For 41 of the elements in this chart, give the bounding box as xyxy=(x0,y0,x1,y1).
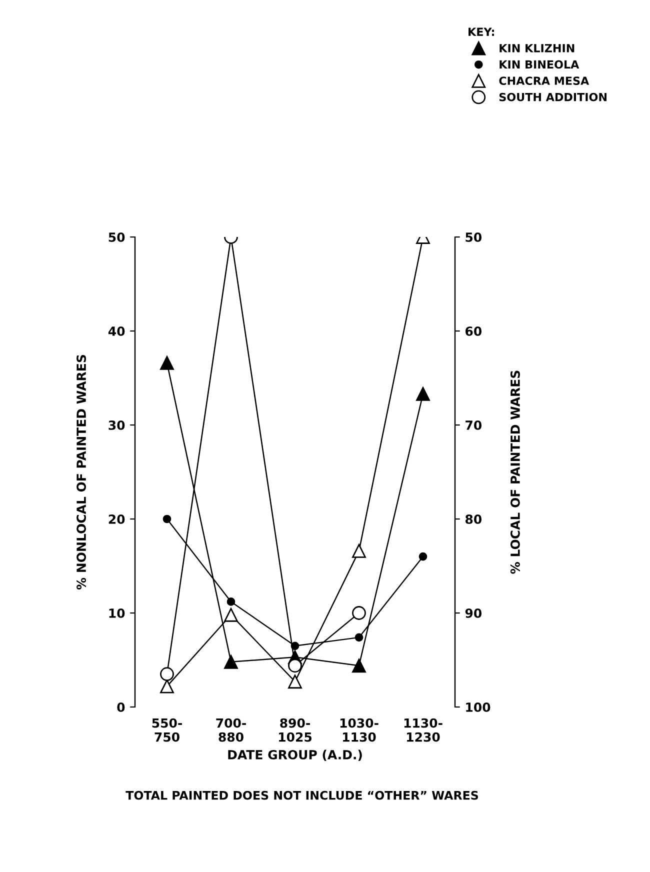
x-axis-title: DATE GROUP (A.D.) xyxy=(228,750,362,761)
y-tick-label: 50 xyxy=(108,232,125,242)
y-tick-label: 30 xyxy=(108,420,125,430)
y-tick-label: 40 xyxy=(108,326,125,336)
x-tick-label: 1030- 1130 xyxy=(340,718,378,742)
y2-tick-label: 70 xyxy=(466,420,482,430)
point xyxy=(162,514,172,524)
text: TOTAL PAINTED DOES NOT INCLUDE “OTHER” WARES xyxy=(126,790,478,800)
x-tick-label: 700- 880 xyxy=(216,718,246,742)
y-tick-label: 10 xyxy=(109,608,125,618)
x-tick-label: 1130- 1230 xyxy=(404,718,442,742)
point xyxy=(224,608,238,622)
legend-label: SOUTH ADDITION xyxy=(499,92,606,102)
point xyxy=(160,679,174,694)
y2-tick-label: 90 xyxy=(465,608,482,618)
legend-title: KEY: xyxy=(468,28,494,36)
point xyxy=(352,658,366,673)
y-tick-label: 20 xyxy=(108,514,125,524)
y2-tick-label: 80 xyxy=(465,514,482,524)
point xyxy=(418,552,428,561)
y2-tick-label: 100 xyxy=(466,702,490,712)
y2-axis-title: % LOCAL OF PAINTED WARES xyxy=(510,370,520,574)
legend-label: KIN KLIZHIN xyxy=(500,44,574,52)
point xyxy=(160,356,174,370)
x-tick-label: 890- 1025 xyxy=(279,718,312,742)
y2-tick-label: 50 xyxy=(466,232,482,242)
legend-label: CHACRA MESA xyxy=(499,76,590,85)
x-tick-label: 550- 750 xyxy=(152,718,182,742)
point xyxy=(288,658,302,673)
y-tick-label: 0 xyxy=(117,702,125,712)
point xyxy=(416,387,430,401)
point xyxy=(352,544,366,558)
point xyxy=(288,674,302,689)
y2-tick-label: 60 xyxy=(466,326,482,336)
point xyxy=(352,606,366,620)
legend-label: KIN BINEOLA xyxy=(500,60,580,69)
point xyxy=(226,598,236,606)
point xyxy=(224,654,238,669)
point xyxy=(354,633,364,642)
y-axis-title: % NONLOCAL OF PAINTED WARES xyxy=(76,354,86,590)
point xyxy=(160,667,174,682)
